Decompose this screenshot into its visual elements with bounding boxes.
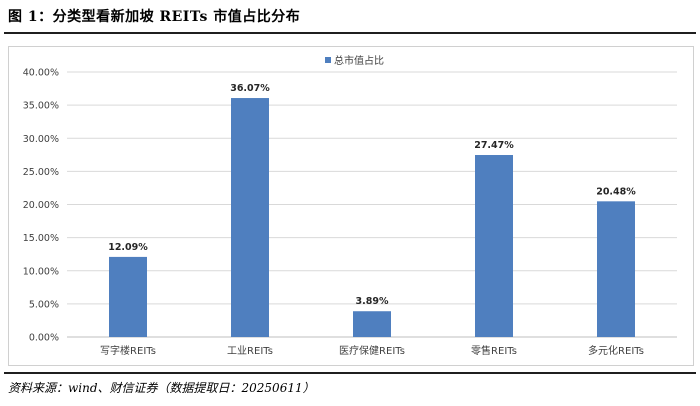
figure-title: 图 1：分类型看新加坡 REITs 市值占比分布 xyxy=(8,9,301,25)
source-rule xyxy=(4,372,696,374)
y-tick-label: 20.00% xyxy=(23,200,59,211)
x-tick-label: 多元化REITs xyxy=(588,344,644,357)
y-axis-ticks: 0.00% 5.00% 10.00% 15.00% 20.00% 25.00% 30.00%… xyxy=(23,68,59,344)
title-rule xyxy=(4,32,696,34)
data-label: 36.07% xyxy=(230,83,270,94)
bar xyxy=(475,155,513,337)
y-tick-label: 25.00% xyxy=(23,167,59,178)
x-tick-label: 医疗保健REITs xyxy=(339,344,405,357)
legend-label: 总市值占比 xyxy=(334,54,384,67)
data-label: 3.89% xyxy=(356,296,389,307)
y-tick-label: 35.00% xyxy=(23,101,59,112)
x-tick-label: 写字楼REITs xyxy=(100,344,156,357)
data-label: 12.09% xyxy=(108,242,148,253)
bar xyxy=(231,98,269,337)
x-axis-ticks: 写字楼REITs 工业REITs 医疗保健REITs 零售REITs 多元化REITs xyxy=(100,344,644,357)
data-label: 20.48% xyxy=(596,186,636,197)
bar xyxy=(109,256,147,337)
x-tick-label: 工业REITs xyxy=(227,345,273,357)
y-tick-label: 30.00% xyxy=(23,134,59,145)
bar xyxy=(353,311,391,337)
y-tick-label: 0.00% xyxy=(29,333,59,344)
y-tick-label: 40.00% xyxy=(23,68,59,79)
y-tick-label: 15.00% xyxy=(23,233,59,244)
bar xyxy=(597,201,635,337)
y-tick-label: 10.00% xyxy=(23,266,59,277)
x-tick-label: 零售REITs xyxy=(471,344,517,357)
legend: 总市值占比 xyxy=(325,54,384,67)
data-labels: 12.09% 36.07% 3.89% 27.47% 20.48% xyxy=(108,83,636,307)
bar-chart: 0.00% 5.00% 10.00% 15.00% 20.00% 25.00% 30.00%… xyxy=(23,54,677,357)
chart-frame: 0.00% 5.00% 10.00% 15.00% 20.00% 25.00% 30.00%… xyxy=(8,46,694,366)
source-note: 资料来源：wind、财信证券（数据提取日：20250611） xyxy=(8,381,315,395)
bars xyxy=(109,98,635,337)
y-tick-label: 5.00% xyxy=(29,299,59,310)
data-label: 27.47% xyxy=(474,140,514,151)
legend-swatch xyxy=(325,57,331,63)
